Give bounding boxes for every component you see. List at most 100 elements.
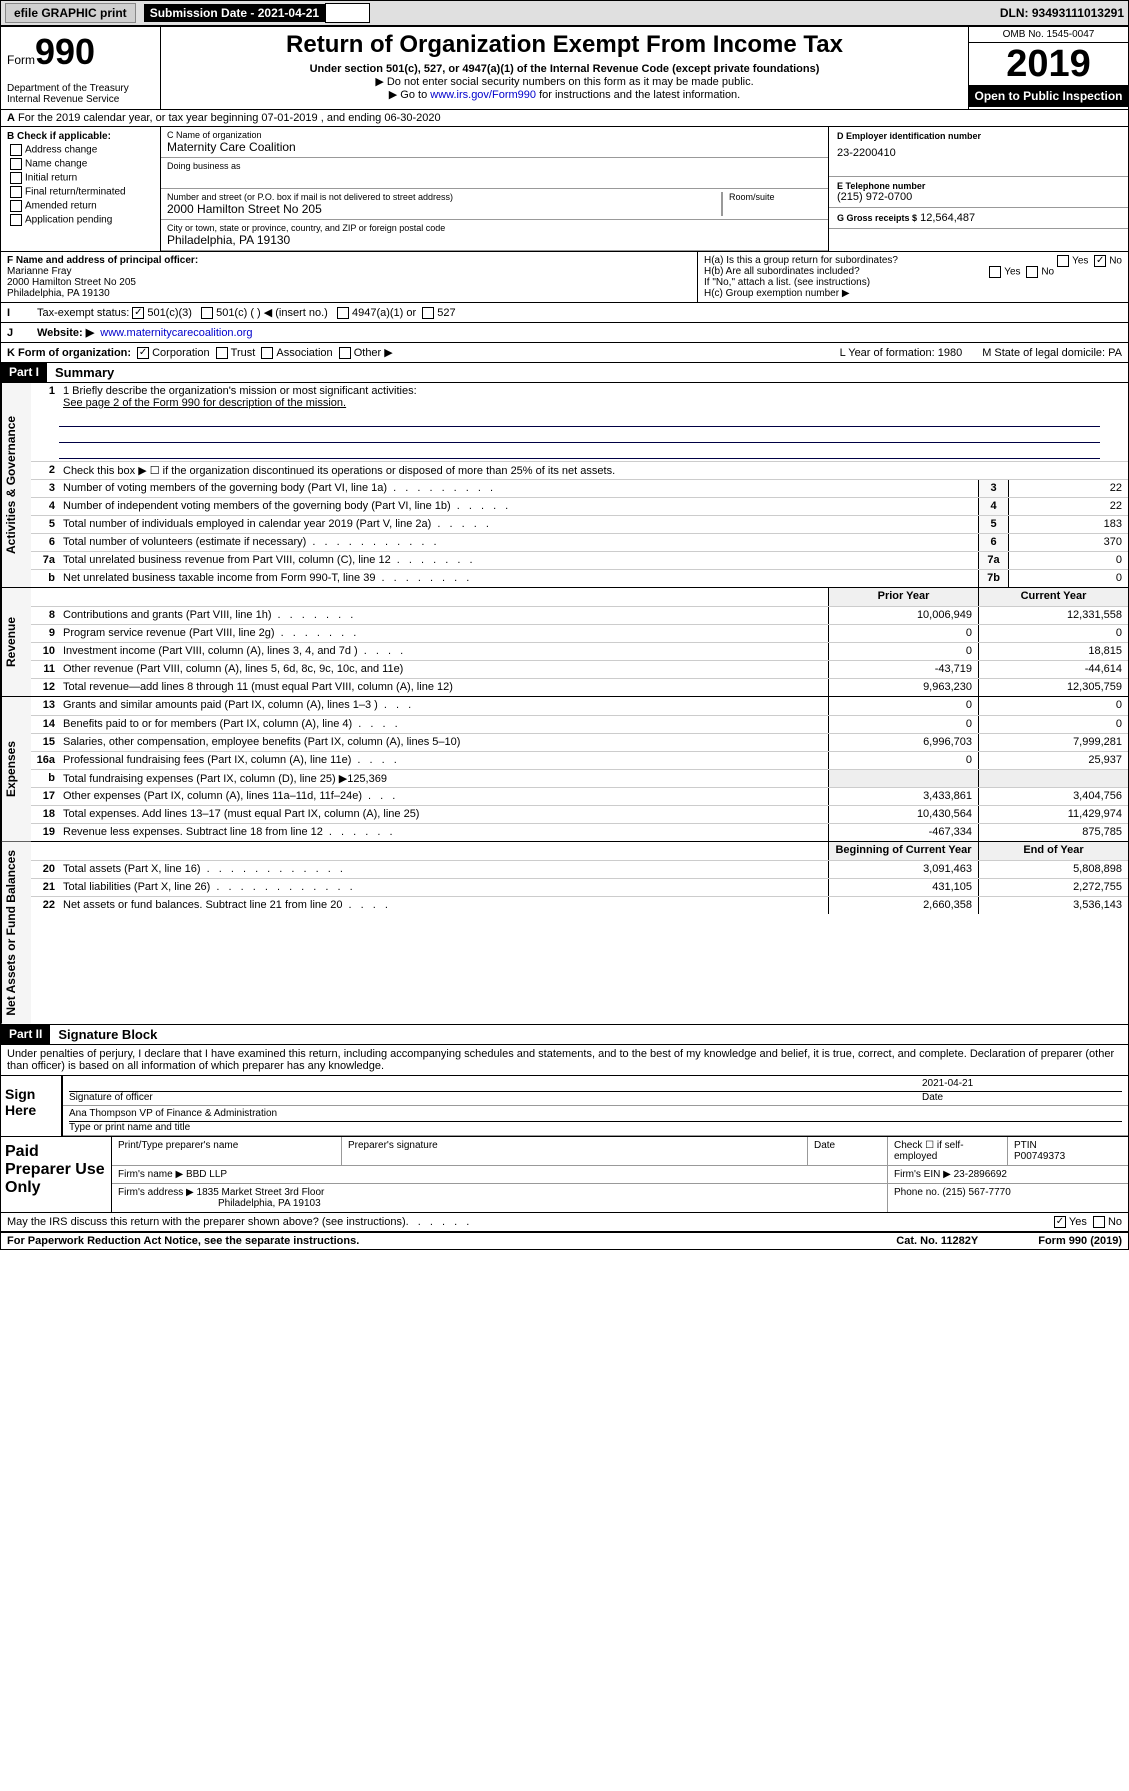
vlabel-na: Net Assets or Fund Balances	[1, 842, 31, 1024]
state-domicile: M State of legal domicile: PA	[982, 347, 1122, 359]
ein: 23-2200410	[837, 147, 1120, 159]
l22-curr: 3,536,143	[978, 897, 1128, 914]
mission-line	[59, 445, 1100, 459]
submission-label: Submission Date - 2021-04-21	[144, 4, 325, 22]
l11-prior: -43,719	[828, 661, 978, 678]
val-7a: 0	[1008, 552, 1128, 569]
cb-address[interactable]	[10, 144, 22, 156]
website-link[interactable]: www.maternitycarecoalition.org	[100, 327, 252, 339]
l9-curr: 0	[978, 625, 1128, 642]
l11-curr: -44,614	[978, 661, 1128, 678]
cb-trust[interactable]	[216, 347, 228, 359]
cb-527[interactable]	[422, 307, 434, 319]
perjury-declaration: Under penalties of perjury, I declare th…	[0, 1045, 1129, 1076]
l18-prior: 10,430,564	[828, 806, 978, 823]
ptin: P00749373	[1014, 1151, 1122, 1162]
l17-prior: 3,433,861	[828, 788, 978, 805]
vlabel-exp: Expenses	[1, 697, 31, 841]
h-block: H(a) Is this a group return for subordin…	[698, 252, 1128, 302]
l12-curr: 12,305,759	[978, 679, 1128, 696]
sig-date: 2021-04-21	[922, 1078, 1122, 1092]
header-left: Form990 Department of the Treasury Inter…	[1, 27, 161, 109]
cb-hb-yes[interactable]	[989, 266, 1001, 278]
cb-ha-yes[interactable]	[1057, 255, 1069, 267]
l22-prior: 2,660,358	[828, 897, 978, 914]
part-2-header: Part II Signature Block	[0, 1025, 1129, 1045]
efile-button[interactable]: efile GRAPHIC print	[5, 3, 136, 23]
footer-final: For Paperwork Reduction Act Notice, see …	[0, 1232, 1129, 1250]
row-a: A For the 2019 calendar year, or tax yea…	[0, 110, 1129, 127]
cb-initial[interactable]	[10, 172, 22, 184]
subtitle-1: Under section 501(c), 527, or 4947(a)(1)…	[171, 63, 958, 75]
netassets-section: Net Assets or Fund Balances Beginning of…	[0, 842, 1129, 1025]
cb-501c3[interactable]: ✓	[132, 307, 144, 319]
l13-curr: 0	[978, 697, 1128, 715]
header-mid: Return of Organization Exempt From Incom…	[161, 27, 968, 109]
submission-blank	[325, 3, 370, 23]
l16a-prior: 0	[828, 752, 978, 769]
mission-line	[59, 413, 1100, 427]
omb-number: OMB No. 1545-0047	[969, 27, 1128, 43]
cb-4947[interactable]	[337, 307, 349, 319]
l15-curr: 7,999,281	[978, 734, 1128, 751]
l8-curr: 12,331,558	[978, 607, 1128, 624]
l20-prior: 3,091,463	[828, 861, 978, 878]
signature-line[interactable]	[69, 1078, 922, 1092]
col-deg: D Employer identification number23-22004…	[828, 127, 1128, 251]
paid-preparer-block: Paid Preparer Use Only Print/Type prepar…	[0, 1137, 1129, 1213]
cb-501c[interactable]	[201, 307, 213, 319]
cb-other[interactable]	[339, 347, 351, 359]
block-fh: F Name and address of principal officer:…	[0, 252, 1129, 303]
subtitle-2: ▶ Do not enter social security numbers o…	[171, 75, 958, 88]
phone: (215) 972-0700	[837, 191, 1120, 203]
l13-prior: 0	[828, 697, 978, 715]
l18-curr: 11,429,974	[978, 806, 1128, 823]
l14-curr: 0	[978, 716, 1128, 733]
firm-addr: 1835 Market Street 3rd Floor	[197, 1187, 325, 1198]
gross-receipts: 12,564,487	[920, 212, 975, 224]
officer-name: Ana Thompson VP of Finance & Administrat…	[69, 1108, 1122, 1122]
form-title: Return of Organization Exempt From Incom…	[171, 31, 958, 59]
l14-prior: 0	[828, 716, 978, 733]
cb-ha-no[interactable]: ✓	[1094, 255, 1106, 267]
cb-corp[interactable]: ✓	[137, 347, 149, 359]
f-officer: F Name and address of principal officer:…	[1, 252, 698, 302]
year-formation: L Year of formation: 1980	[840, 347, 963, 359]
cb-discuss-yes[interactable]: ✓	[1054, 1216, 1066, 1228]
cb-pending[interactable]	[10, 214, 22, 226]
val-4: 22	[1008, 498, 1128, 515]
org-city: Philadelphia, PA 19130	[167, 233, 822, 247]
cb-amended[interactable]	[10, 200, 22, 212]
l10-prior: 0	[828, 643, 978, 660]
cb-assoc[interactable]	[261, 347, 273, 359]
col-c: C Name of organizationMaternity Care Coa…	[161, 127, 828, 251]
val-5: 183	[1008, 516, 1128, 533]
irs-link[interactable]: www.irs.gov/Form990	[430, 89, 536, 101]
mission-line	[59, 429, 1100, 443]
firm-name: BBD LLP	[186, 1169, 227, 1180]
header-right: OMB No. 1545-0047 2019 Open to Public In…	[968, 27, 1128, 109]
val-6: 370	[1008, 534, 1128, 551]
l9-prior: 0	[828, 625, 978, 642]
part-1-header: Part I Summary	[0, 363, 1129, 383]
l16a-curr: 25,937	[978, 752, 1128, 769]
cb-hb-no[interactable]	[1026, 266, 1038, 278]
l10-curr: 18,815	[978, 643, 1128, 660]
cb-final[interactable]	[10, 186, 22, 198]
l21-prior: 431,105	[828, 879, 978, 896]
dln: DLN: 93493111013291	[1000, 6, 1124, 20]
cb-discuss-no[interactable]	[1093, 1216, 1105, 1228]
revenue-section: Revenue Prior YearCurrent Year 8Contribu…	[0, 588, 1129, 697]
row-i: ITax-exempt status: ✓501(c)(3) 501(c) ( …	[0, 303, 1129, 323]
l8-prior: 10,006,949	[828, 607, 978, 624]
l17-curr: 3,404,756	[978, 788, 1128, 805]
org-name: Maternity Care Coalition	[167, 140, 822, 154]
vlabel-ag: Activities & Governance	[1, 383, 31, 587]
submission-field: Submission Date - 2021-04-21	[144, 3, 370, 23]
cb-name[interactable]	[10, 158, 22, 170]
col-b: B Check if applicable: Address change Na…	[1, 127, 161, 251]
org-address: 2000 Hamilton Street No 205	[167, 202, 721, 216]
val-3: 22	[1008, 480, 1128, 497]
l19-prior: -467,334	[828, 824, 978, 841]
vlabel-rev: Revenue	[1, 588, 31, 696]
